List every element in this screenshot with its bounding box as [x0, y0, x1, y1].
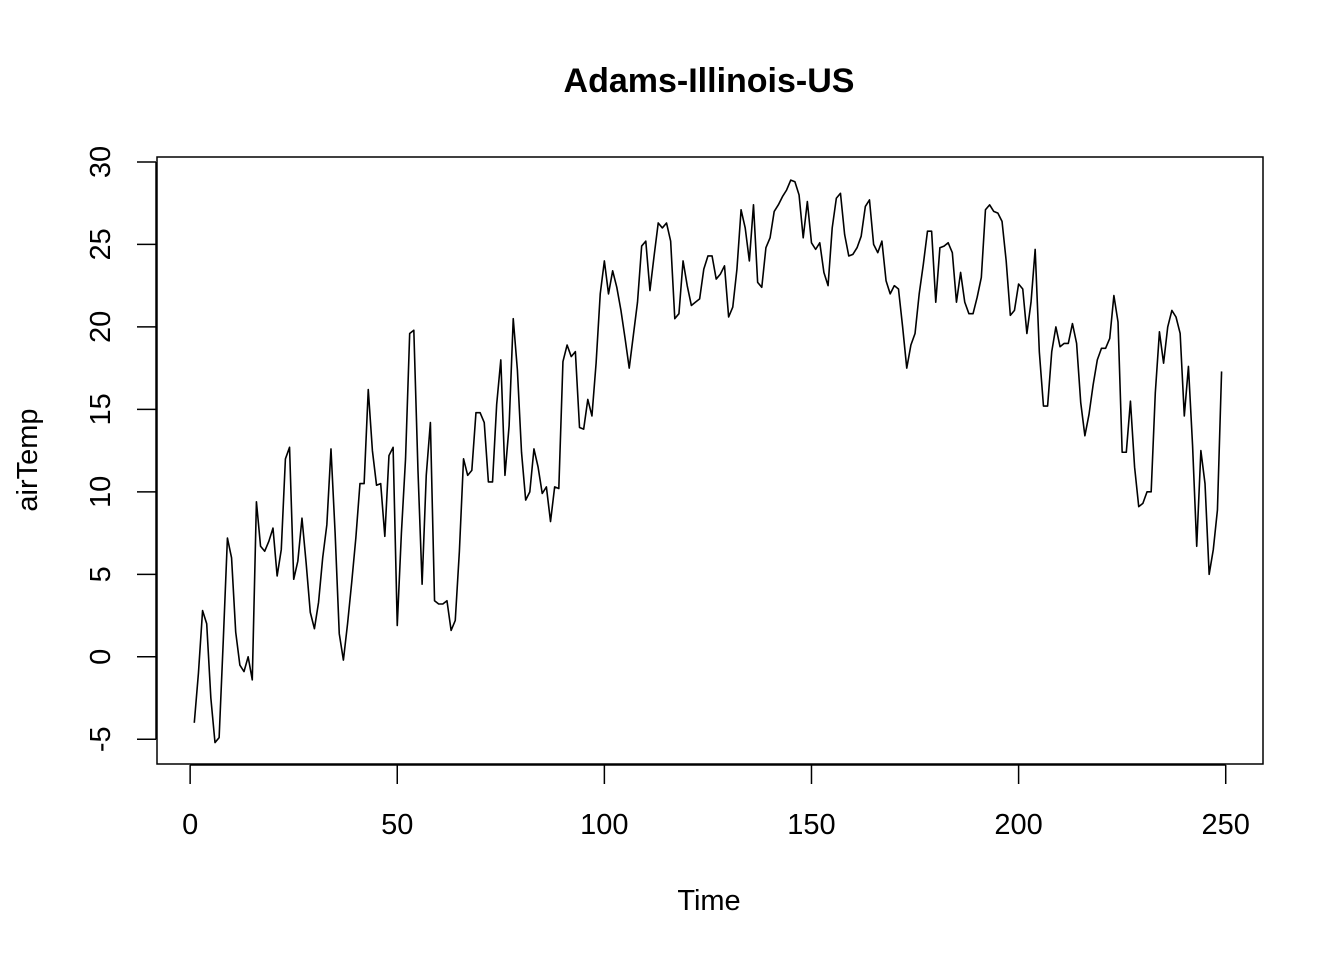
- x-tick-label: 0: [182, 809, 198, 841]
- series-line-airtemp: [193, 179, 1223, 744]
- chart-title: Adams-Illinois-US: [564, 62, 855, 100]
- y-tick-label: 15: [85, 393, 117, 425]
- x-axis: 0 50 100 150 200 250: [182, 764, 1250, 841]
- plot-box: [156, 156, 1264, 765]
- y-axis: -5 0 5 10 15 20 25 30: [85, 146, 157, 752]
- x-tick-label: 100: [580, 809, 628, 841]
- x-tick-label: 250: [1202, 809, 1250, 841]
- y-tick-label: 0: [85, 649, 117, 665]
- x-tick-label: 150: [787, 809, 835, 841]
- x-tick-label: 200: [994, 809, 1042, 841]
- y-tick-label: 10: [85, 476, 117, 508]
- y-tick-label: 25: [85, 228, 117, 260]
- x-axis-label: Time: [677, 885, 740, 917]
- y-tick-label: 30: [85, 146, 117, 178]
- y-tick-label: 20: [85, 311, 117, 343]
- y-axis-label: airTemp: [12, 408, 44, 511]
- y-tick-label: 5: [85, 566, 117, 582]
- x-tick-label: 50: [381, 809, 413, 841]
- y-tick-label: -5: [85, 726, 117, 752]
